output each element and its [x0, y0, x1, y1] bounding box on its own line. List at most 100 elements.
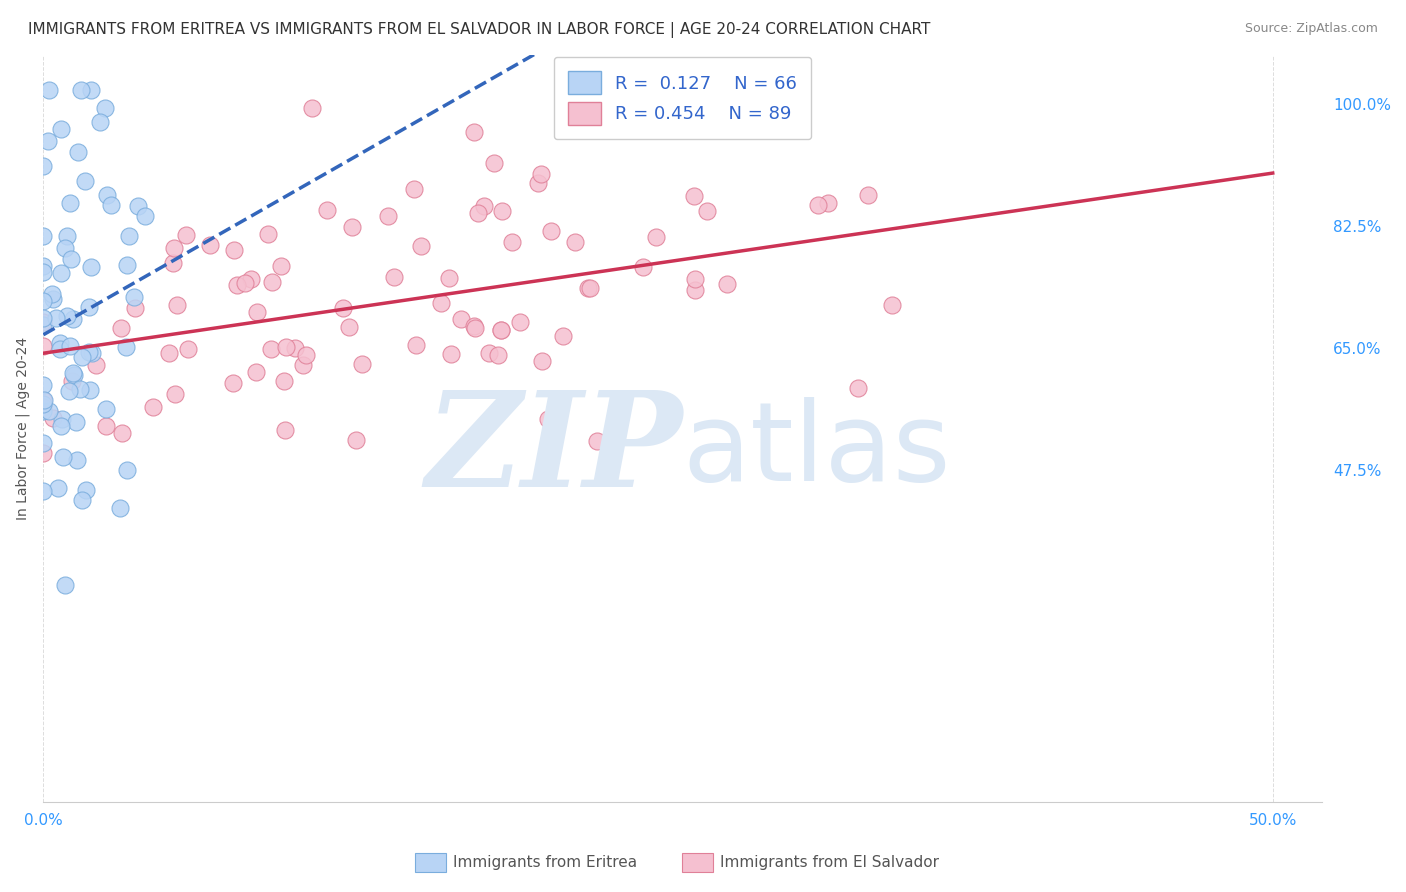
- Point: [80, 346, 103, 360]
- Text: atlas: atlas: [683, 397, 950, 504]
- Point: [472, 199, 495, 213]
- Point: [32, 315, 55, 329]
- Point: [53, 241, 76, 255]
- Point: [79, 260, 101, 274]
- Point: [301, 101, 323, 115]
- Point: [240, 271, 263, 285]
- Point: [340, 220, 363, 235]
- Point: [75, 174, 97, 188]
- Point: [284, 341, 307, 355]
- Point: [38, 404, 60, 418]
- Point: [32, 446, 55, 460]
- Point: [122, 290, 145, 304]
- Point: [233, 276, 256, 290]
- Point: [586, 434, 609, 448]
- Point: [32, 404, 55, 418]
- Point: [108, 501, 131, 516]
- Text: Source: ZipAtlas.com: Source: ZipAtlas.com: [1244, 22, 1378, 36]
- Point: [59, 339, 82, 353]
- Point: [32, 159, 55, 173]
- Point: [62, 312, 84, 326]
- Point: [316, 203, 339, 218]
- Point: [270, 259, 292, 273]
- Point: [274, 340, 297, 354]
- Point: [467, 206, 489, 220]
- Point: [80, 83, 103, 97]
- Point: [52, 450, 75, 464]
- Point: [274, 423, 297, 437]
- Point: [177, 342, 200, 356]
- Point: [89, 115, 111, 129]
- Point: [405, 338, 427, 352]
- Point: [501, 235, 523, 249]
- Point: [437, 270, 460, 285]
- Point: [51, 412, 73, 426]
- Point: [411, 239, 433, 253]
- Point: [96, 401, 118, 416]
- Point: [60, 252, 83, 266]
- Point: [110, 321, 132, 335]
- Point: [48, 343, 70, 357]
- Point: [49, 266, 72, 280]
- Point: [346, 434, 368, 448]
- Point: [38, 83, 60, 97]
- Point: [576, 281, 599, 295]
- Point: [111, 425, 134, 440]
- Point: [553, 329, 575, 343]
- Point: [880, 298, 903, 312]
- Point: [32, 378, 55, 392]
- Point: [295, 348, 318, 362]
- Point: [478, 346, 501, 360]
- Point: [32, 436, 55, 450]
- Point: [848, 381, 870, 395]
- Point: [352, 357, 374, 371]
- Point: [682, 189, 704, 203]
- Point: [440, 347, 463, 361]
- Text: Immigrants from El Salvador: Immigrants from El Salvador: [720, 855, 939, 870]
- Point: [75, 483, 97, 498]
- Legend: R =  0.127    N = 66, R = 0.454    N = 89: R = 0.127 N = 66, R = 0.454 N = 89: [554, 57, 811, 139]
- Text: IMMIGRANTS FROM ERITREA VS IMMIGRANTS FROM EL SALVADOR IN LABOR FORCE | AGE 20-2: IMMIGRANTS FROM ERITREA VS IMMIGRANTS FR…: [28, 22, 931, 38]
- Point: [32, 260, 55, 274]
- Text: ZIP: ZIP: [425, 386, 683, 516]
- Point: [166, 298, 188, 312]
- Point: [118, 228, 141, 243]
- Point: [53, 578, 76, 592]
- Point: [49, 419, 72, 434]
- Point: [115, 258, 138, 272]
- Point: [404, 181, 426, 195]
- Point: [42, 411, 65, 425]
- Point: [70, 83, 93, 97]
- Point: [430, 296, 453, 310]
- Point: [527, 176, 550, 190]
- Point: [174, 228, 197, 243]
- Point: [332, 301, 354, 315]
- Point: [142, 400, 165, 414]
- Point: [807, 198, 830, 212]
- Point: [165, 387, 187, 401]
- Point: [32, 483, 55, 498]
- Point: [260, 276, 283, 290]
- Point: [79, 383, 101, 397]
- Point: [257, 227, 280, 241]
- Point: [491, 322, 513, 336]
- Point: [60, 375, 83, 389]
- Point: [77, 345, 100, 359]
- Point: [115, 462, 138, 476]
- Point: [245, 365, 267, 379]
- Point: [564, 235, 586, 249]
- Point: [49, 122, 72, 136]
- Point: [486, 348, 509, 362]
- Text: Immigrants from Eritrea: Immigrants from Eritrea: [453, 855, 637, 870]
- Point: [683, 283, 706, 297]
- Point: [491, 323, 513, 337]
- Point: [259, 342, 281, 356]
- Point: [683, 271, 706, 285]
- Point: [224, 244, 246, 258]
- Point: [32, 264, 55, 278]
- Point: [84, 358, 107, 372]
- Point: [226, 278, 249, 293]
- Point: [32, 318, 55, 332]
- Point: [817, 195, 839, 210]
- Point: [58, 384, 80, 398]
